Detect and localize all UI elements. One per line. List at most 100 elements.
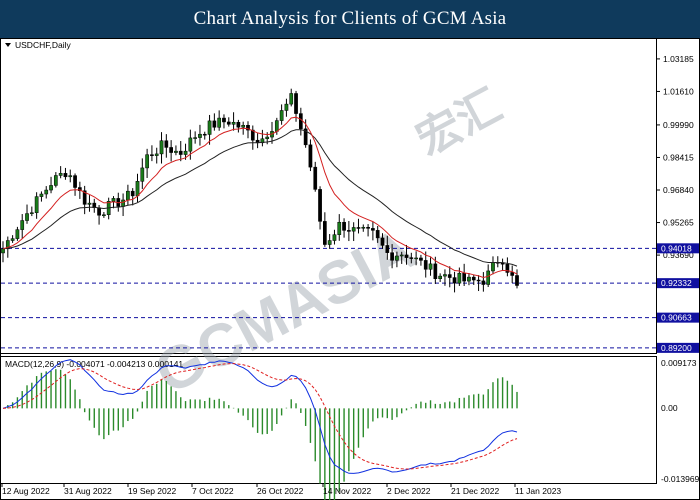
candle-bull [111, 198, 116, 202]
ma-fast-line [2, 116, 518, 279]
candle-bear [97, 207, 101, 216]
level-tag [657, 342, 699, 353]
date-tick-label: 21 Dec 2022 [451, 486, 499, 496]
candle-bull [154, 153, 159, 156]
candle-bear [476, 279, 481, 282]
candle-bear [356, 227, 361, 229]
candle-bear [342, 221, 346, 231]
price-tick-label: 1.03185 [663, 54, 694, 64]
macd-panel[interactable] [0, 356, 657, 484]
price-tick-label: 0.95265 [663, 218, 694, 228]
candle-bull [457, 272, 462, 284]
candle-bear [323, 221, 327, 245]
candle-bull [29, 212, 34, 214]
symbol-header[interactable]: USDCHF,Daily [5, 40, 71, 50]
candle-bull [44, 189, 49, 195]
candle-bear [130, 190, 135, 197]
macd-line [2, 359, 518, 474]
candle-bear [178, 150, 183, 155]
candle-bull [241, 125, 246, 128]
date-tick-label: 7 Oct 2022 [192, 486, 234, 496]
candle-bear [313, 166, 318, 190]
chart-banner: Chart Analysis for Clients of GCM Asia [0, 0, 700, 38]
candle-bear [308, 144, 313, 168]
candle-bear [226, 121, 231, 125]
candle-bull [126, 190, 130, 201]
date-tick-label: 19 Sep 2022 [128, 486, 176, 496]
candle-bear [481, 280, 486, 285]
candle-bear [212, 120, 217, 128]
candle-bear [385, 245, 390, 253]
macd-axis-bottom: -0.013969 [661, 474, 700, 484]
candle-bull [361, 226, 366, 229]
candle-bear [222, 117, 226, 123]
candle-bull [10, 238, 15, 241]
candle-bull [135, 181, 140, 197]
candle-bull [327, 240, 332, 245]
date-tick-label: 14 Nov 2022 [323, 486, 371, 496]
candle-bull [121, 199, 125, 207]
price-tick-label: 0.96840 [663, 185, 694, 195]
candle-bear [318, 189, 322, 222]
candle-bear [150, 154, 154, 156]
candle-bull [15, 229, 20, 239]
candle-bear [380, 237, 385, 246]
candle-bear [303, 128, 308, 146]
candle-bear [462, 272, 467, 282]
symbol-label: USDCHF,Daily [15, 40, 71, 50]
candle-bull [231, 121, 236, 125]
candle-bull [491, 262, 495, 272]
candle-bull [174, 150, 178, 153]
candle-bull [87, 202, 92, 205]
candle-bear [298, 113, 303, 130]
candle-bear [452, 277, 457, 284]
candle-bear [73, 175, 77, 188]
candle-bear [404, 254, 409, 258]
candle-bull [351, 227, 356, 232]
macd-label: MACD(12,26,9) -0.004071 -0.004213 0.0001… [5, 359, 183, 369]
candle-bear [347, 230, 351, 232]
candle-bull [486, 270, 491, 285]
candle-bull [217, 117, 222, 128]
candle-bull [428, 263, 433, 270]
level-tag [657, 312, 699, 323]
price-tick-label: 0.98415 [663, 152, 694, 162]
candle-bear [423, 260, 428, 270]
candle-bull [145, 154, 149, 169]
collapse-triangle-icon[interactable] [5, 43, 11, 47]
chart-window: GCMASIA 宏汇 USDCHF,Daily 1.03185 1.01610 0.… [0, 38, 700, 500]
macd-signal-line [2, 363, 518, 470]
candle-bull [467, 276, 471, 282]
candle-bull [289, 93, 294, 105]
candle-bear [510, 272, 515, 276]
candle-bear [515, 275, 519, 286]
candle-bull [207, 120, 212, 135]
candle-bear [375, 230, 380, 239]
candle-bull [58, 173, 63, 176]
candle-bull [279, 110, 284, 121]
candle-bear [371, 228, 375, 231]
candle-bull [20, 220, 25, 230]
candle-bull [284, 103, 289, 111]
candlesticks [1, 88, 519, 293]
candle-bull [34, 196, 39, 213]
candle-bear [246, 125, 250, 131]
macd-axis-zero: 0.00 [661, 403, 678, 413]
candle-bear [447, 274, 452, 278]
candle-bear [250, 129, 255, 141]
candle-bull [159, 140, 164, 155]
macd-axis-top: 0.009173 [661, 358, 697, 368]
date-tick-label: 11 Jan 2023 [515, 486, 561, 496]
candle-bear [409, 257, 414, 259]
candle-bull [183, 150, 188, 155]
candle-bear [78, 187, 82, 191]
candle-bear [294, 93, 298, 114]
date-tick-label: 12 Aug 2022 [2, 486, 50, 496]
price-tick-label: 0.99990 [663, 120, 694, 130]
price-chart-svg[interactable]: GCMASIA 宏汇 USDCHF,Daily 1.031851.016100.… [0, 38, 700, 500]
candle-bull [438, 275, 442, 279]
candle-bull [414, 257, 418, 260]
candle-bull [39, 193, 44, 197]
candle-bull [140, 167, 145, 182]
price-panel[interactable] [0, 38, 657, 354]
